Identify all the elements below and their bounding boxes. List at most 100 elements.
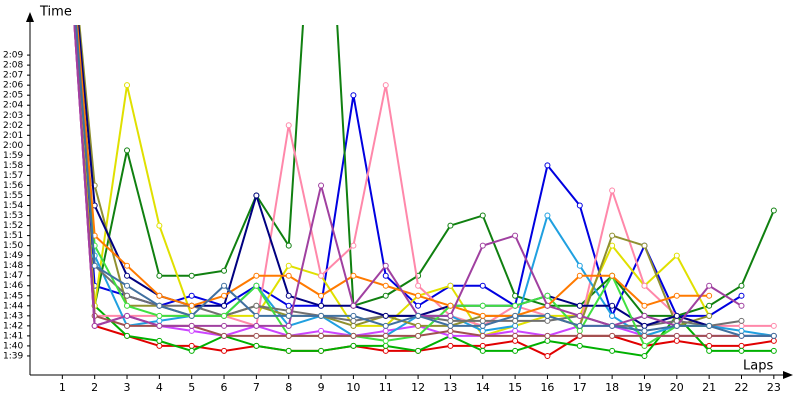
lap-point (479, 327, 486, 334)
lap-point (188, 272, 195, 279)
lap-point (124, 282, 131, 289)
lap-point (188, 342, 195, 349)
x-tick-label: 4 (156, 381, 163, 394)
lap-point (382, 322, 389, 329)
x-tick-label: 11 (379, 381, 393, 394)
lap-point (415, 302, 422, 309)
lap-point (609, 232, 616, 239)
lap-point (221, 312, 228, 319)
x-tick-label: 19 (637, 381, 651, 394)
lap-point (350, 312, 357, 319)
y-tick-label: 1:55 (3, 191, 23, 201)
lap-point (512, 347, 519, 354)
lap-point (770, 207, 777, 214)
y-tick-label: 1:52 (3, 221, 23, 231)
lap-point (641, 342, 648, 349)
lap-point (544, 337, 551, 344)
lap-point (318, 182, 325, 189)
lap-point (415, 332, 422, 339)
lap-point (544, 302, 551, 309)
lap-point (544, 352, 551, 359)
lap-point (479, 312, 486, 319)
lap-point (221, 282, 228, 289)
lap-point (188, 327, 195, 334)
lap-point (221, 267, 228, 274)
lap-point (479, 342, 486, 349)
x-tick-label: 2 (91, 381, 98, 394)
lap-point (738, 282, 745, 289)
lap-point (673, 322, 680, 329)
lap-point (641, 282, 648, 289)
lap-point (91, 322, 98, 329)
x-axis-title: Laps (743, 359, 773, 374)
lap-point (415, 312, 422, 319)
y-tick-label: 1:44 (3, 301, 23, 311)
lap-point (609, 187, 616, 194)
lap-point (609, 302, 616, 309)
lap-point (350, 272, 357, 279)
y-tick-label: 2:07 (3, 71, 23, 81)
y-tick-label: 1:46 (3, 281, 23, 291)
lap-point (124, 332, 131, 339)
lap-point (673, 252, 680, 259)
y-tick-label: 2:09 (3, 51, 23, 61)
lap-point (609, 312, 616, 319)
lap-point (318, 292, 325, 299)
x-tick-label: 22 (734, 381, 748, 394)
y-tick-label: 1:43 (3, 311, 23, 321)
lap-point (382, 82, 389, 89)
lap-point (350, 302, 357, 309)
lap-point (382, 332, 389, 339)
lap-point (447, 312, 454, 319)
lap-point (188, 302, 195, 309)
lap-point (221, 347, 228, 354)
lap-point (609, 332, 616, 339)
lap-point (350, 332, 357, 339)
lap-point (479, 322, 486, 329)
lap-point (706, 322, 713, 329)
lap-point (124, 82, 131, 89)
lap-point (673, 312, 680, 319)
lap-point (576, 302, 583, 309)
y-tick-label: 1:54 (3, 201, 23, 211)
lap-point (479, 282, 486, 289)
lap-point (285, 272, 292, 279)
y-tick-label: 2:05 (3, 91, 23, 101)
lap-point (641, 352, 648, 359)
lap-point (156, 317, 163, 324)
lap-point (382, 347, 389, 354)
lap-point (641, 312, 648, 319)
y-tick-label: 1:50 (3, 241, 23, 251)
lap-point (609, 322, 616, 329)
lap-point (706, 312, 713, 319)
lap-point (641, 322, 648, 329)
y-tick-label: 1:48 (3, 261, 23, 271)
lap-point (415, 282, 422, 289)
lap-point (706, 292, 713, 299)
lap-point (738, 317, 745, 324)
lap-point (156, 337, 163, 344)
lap-point (576, 202, 583, 209)
y-tick-label: 2:01 (3, 131, 23, 141)
lap-point (188, 322, 195, 329)
lap-point (253, 312, 260, 319)
y-tick-label: 1:39 (3, 351, 23, 361)
lap-point (253, 282, 260, 289)
lap-point (285, 122, 292, 129)
lap-point (382, 262, 389, 269)
lap-point (188, 312, 195, 319)
lap-point (156, 322, 163, 329)
lap-point (738, 292, 745, 299)
lap-point (576, 342, 583, 349)
lap-point (576, 332, 583, 339)
lap-point (512, 302, 519, 309)
lap-point (253, 192, 260, 199)
lap-point (221, 302, 228, 309)
lap-point (382, 337, 389, 344)
lap-point (350, 242, 357, 249)
lap-point (673, 332, 680, 339)
lap-point (447, 332, 454, 339)
y-tick-label: 1:56 (3, 181, 23, 191)
lap-point (576, 272, 583, 279)
